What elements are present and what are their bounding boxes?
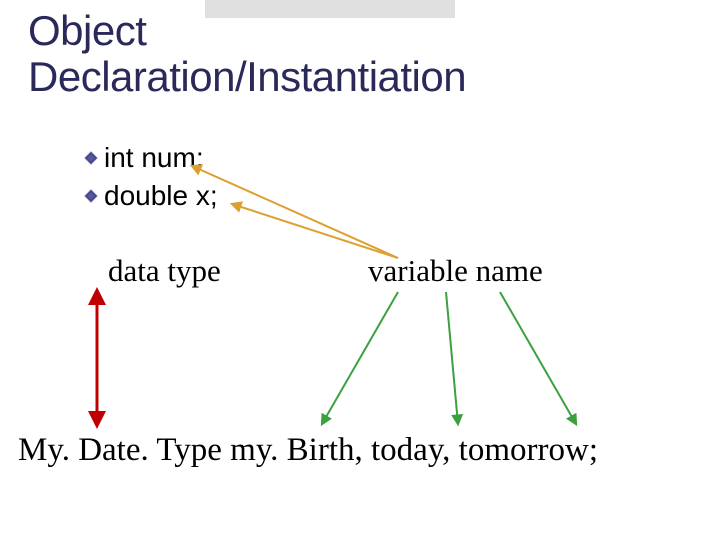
bullet-text-1: int num; [104,142,204,174]
bullet-item-1: int num; [84,142,204,174]
label-data-type: data type [108,253,221,289]
bullet-text-2: double x; [104,180,218,212]
title-line-2: Declaration/Instantiation [28,53,466,100]
slide-title: Object Declaration/Instantiation [28,8,466,100]
bullet-item-2: double x; [84,180,218,212]
diamond-bullet-icon [84,189,98,203]
declaration-example: My. Date. Type my. Birth, today, tomorro… [18,432,598,469]
label-variable-name: variable name [368,253,543,289]
arrow-to-today [446,292,458,424]
arrow-to-x [232,204,398,258]
arrow-to-mybirth [322,292,398,424]
arrow-to-num [192,166,398,258]
title-line-1: Object [28,7,146,54]
diamond-bullet-icon [84,151,98,165]
arrow-to-tomorrow [500,292,576,424]
